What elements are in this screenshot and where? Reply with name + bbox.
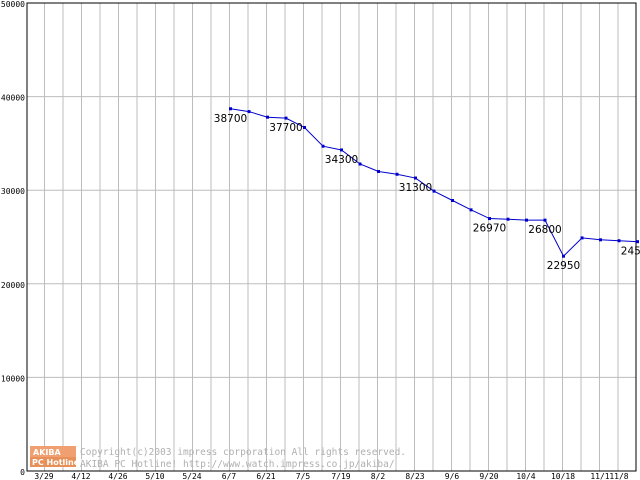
price-series — [229, 107, 639, 258]
data-point — [617, 239, 621, 243]
x-tick-label: 4/26 — [108, 472, 127, 480]
data-label: 31300 — [399, 182, 432, 194]
data-point — [488, 217, 491, 221]
data-label: 24500 — [621, 246, 640, 258]
data-label: 26800 — [528, 224, 561, 236]
copyright-line: Copyright(c)2003 impress corporation All… — [80, 447, 406, 458]
data-point — [469, 208, 473, 212]
x-tick-label: 7/19 — [331, 472, 350, 480]
logo-bottom-text: PC Hotline! — [32, 458, 83, 467]
data-point — [229, 107, 232, 111]
url-line: AKIBA PC Hotline! http://www.watch.impre… — [80, 459, 395, 470]
x-tick-label: 8/2 — [371, 472, 386, 480]
data-point — [377, 169, 380, 173]
x-tick-label: 4/12 — [71, 472, 90, 480]
data-point — [414, 176, 417, 180]
data-point — [321, 144, 325, 148]
y-axis-ticks: 0 10000 20000 30000 40000 50000 — [1, 0, 25, 477]
x-tick-label: 9/6 — [445, 472, 460, 480]
data-point — [358, 162, 362, 166]
data-label: 37700 — [269, 122, 302, 134]
x-tick-label: 7/5 — [296, 472, 311, 480]
x-tick-label: 5/10 — [145, 472, 164, 480]
y-tick-label: 40000 — [1, 94, 25, 103]
data-point — [284, 116, 288, 120]
akiba-logo: AKIBA PC Hotline! — [30, 446, 83, 467]
x-tick-label: 5/24 — [182, 472, 201, 480]
x-tick-label: 10/18 — [551, 472, 575, 480]
data-point — [266, 115, 269, 119]
data-labels: 38700 37700 34300 31300 26970 26800 22950 24500 — [214, 113, 640, 272]
y-tick-label: 50000 — [1, 0, 25, 9]
data-point — [562, 254, 565, 258]
logo-top-text: AKIBA — [33, 448, 61, 457]
x-tick-label: 11/8 — [609, 472, 628, 480]
y-tick-label: 0 — [20, 468, 25, 477]
grid-lines — [27, 3, 636, 471]
x-axis-ticks: 3/29 4/12 4/26 5/10 5/24 6/7 6/21 7/5 7/19 8/2 8/2… — [34, 472, 628, 480]
data-point — [340, 148, 343, 152]
data-point — [395, 172, 399, 176]
data-point — [451, 198, 454, 202]
x-tick-label: 6/21 — [256, 472, 275, 480]
plot-frame — [26, 2, 637, 472]
x-tick-label: 6/7 — [222, 472, 237, 480]
data-point — [599, 238, 602, 242]
y-tick-label: 10000 — [1, 374, 25, 383]
data-label: 22950 — [547, 260, 580, 272]
data-point — [432, 189, 436, 193]
copyright-watermark: AKIBA PC Hotline! Copyright(c)2003 impre… — [30, 446, 406, 470]
data-point — [303, 125, 306, 129]
data-label: 26970 — [473, 223, 506, 235]
x-tick-label: 9/20 — [479, 472, 498, 480]
plot-border — [26, 2, 637, 472]
data-point — [525, 218, 528, 222]
data-label: 34300 — [325, 154, 358, 166]
data-point — [580, 236, 584, 240]
x-tick-label: 3/29 — [34, 472, 53, 480]
y-tick-label: 20000 — [1, 281, 25, 290]
y-tick-label: 30000 — [1, 187, 25, 196]
x-tick-label: 11/1 — [590, 472, 609, 480]
data-point — [543, 218, 547, 222]
data-point — [506, 217, 510, 221]
x-tick-label: 8/23 — [405, 472, 424, 480]
x-tick-label: 10/4 — [516, 472, 535, 480]
data-point — [636, 240, 639, 244]
data-point — [247, 110, 251, 114]
data-label: 38700 — [214, 113, 247, 125]
